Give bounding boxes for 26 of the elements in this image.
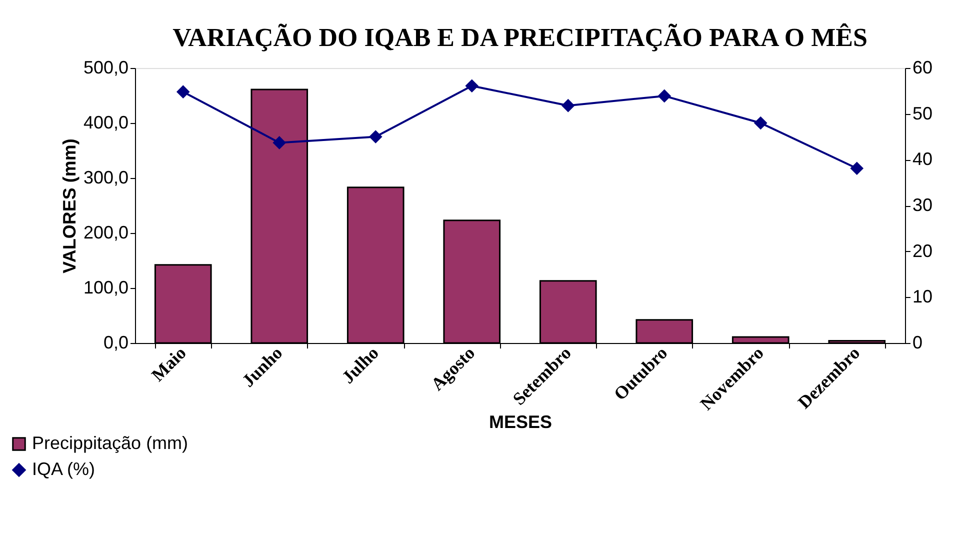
- point: [369, 130, 382, 143]
- chart-title: VARIAÇÃO DO IQAB E DA PRECIPITAÇÃO PARA O MÊS: [172, 23, 868, 52]
- y2-tick-label: 40: [912, 149, 933, 170]
- y2-tick-label: 50: [912, 103, 933, 124]
- y2-tick-label: 10: [912, 286, 933, 307]
- point: [850, 162, 864, 175]
- y-tick-label: 200,0: [83, 222, 128, 242]
- point: [562, 99, 574, 112]
- point: [658, 90, 671, 102]
- y-tick-label: 400,0: [83, 112, 128, 132]
- y-axis-title: VALORES (mm): [59, 138, 80, 274]
- legend-label: Precippitação (mm): [32, 433, 188, 453]
- y2-tick-label: 0: [912, 332, 923, 352]
- y-tick-label: 0,0: [103, 332, 128, 352]
- y2-tick-label: 60: [912, 58, 933, 78]
- point: [273, 136, 286, 149]
- y-tick-label: 100,0: [83, 278, 128, 298]
- point: [176, 86, 190, 98]
- y-tick-label: 500,0: [83, 58, 128, 78]
- point: [466, 80, 478, 92]
- x-axis-title: MESES: [488, 412, 552, 432]
- point: [754, 116, 767, 130]
- y2-tick-label: 20: [912, 240, 933, 261]
- y-tick-label: 300,0: [83, 168, 128, 188]
- legend-label: IQA (%): [32, 459, 96, 479]
- y2-tick-label: 30: [912, 195, 933, 215]
